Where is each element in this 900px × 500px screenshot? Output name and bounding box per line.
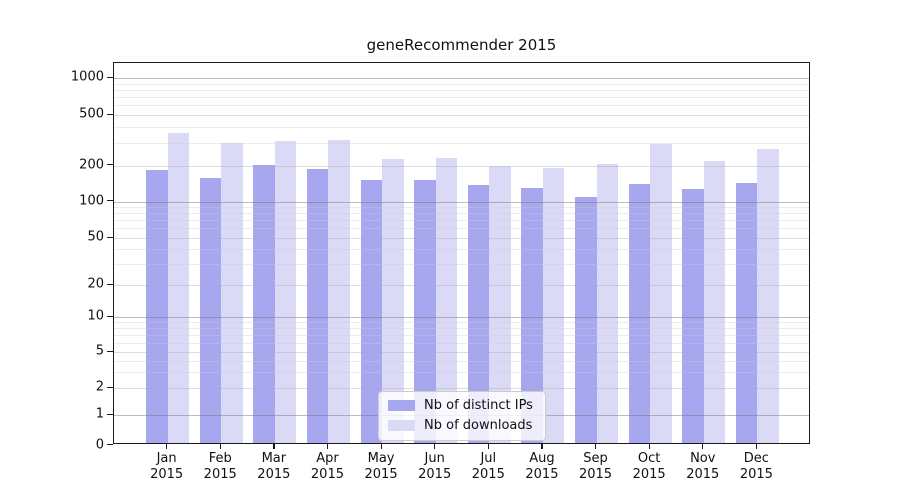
x-tick-mark (541, 444, 543, 449)
bar-downloads-aug (542, 168, 565, 443)
y-tick-mark (107, 164, 113, 166)
x-tick-label-nov: Nov 2015 (686, 451, 720, 482)
y-tick-mark (107, 444, 113, 446)
x-tick-label-dec: Dec 2015 (739, 451, 773, 482)
y-tick-label-10: 10 (87, 308, 104, 324)
y-tick-label-5: 5 (95, 343, 104, 359)
bar-downloads-jun (435, 157, 458, 443)
x-tick-label-jan: Jan 2015 (150, 451, 184, 482)
y-tick-label-50: 50 (87, 229, 104, 245)
x-tick-mark (166, 444, 168, 449)
bar-downloads-apr (328, 139, 350, 443)
y-tick-label-0: 0 (95, 437, 104, 452)
y-tick-mark (107, 200, 113, 202)
bar-distinct-ips-apr (306, 169, 329, 443)
x-tick-label-feb: Feb 2015 (203, 451, 237, 482)
x-tick-label-mar: Mar 2015 (257, 451, 291, 482)
y-tick-label-1000: 1000 (70, 69, 104, 85)
bar-distinct-ips-jun (414, 180, 436, 443)
legend-row-distinct-ips: Nb of distinct IPs (388, 398, 536, 413)
x-tick-mark (326, 444, 329, 449)
bar-downloads-may (382, 158, 404, 443)
x-tick-mark (487, 444, 489, 449)
bar-downloads-sep (596, 164, 619, 443)
y-tick-label-500: 500 (79, 106, 104, 122)
x-tick-mark (648, 444, 650, 449)
legend-swatch-downloads (388, 420, 415, 431)
bar-distinct-ips-oct (628, 183, 651, 443)
y-tick-label-2: 2 (95, 379, 104, 395)
bars-layer (114, 63, 809, 443)
y-tick-mark (107, 413, 113, 415)
y-tick-label-1: 1 (95, 406, 104, 422)
x-tick-label-may: May 2015 (364, 451, 398, 482)
bar-downloads-jul (489, 166, 511, 443)
bar-distinct-ips-jul (467, 185, 490, 443)
x-tick-label-jul: Jul 2015 (471, 451, 505, 482)
y-tick-label-20: 20 (87, 276, 104, 292)
chart-title: geneRecommender 2015 (366, 36, 557, 54)
bar-downloads-oct (650, 144, 672, 443)
x-tick-label-sep: Sep 2015 (578, 451, 613, 482)
legend-swatch-distinct-ips (388, 400, 415, 411)
x-tick-mark (273, 444, 275, 449)
x-tick-mark (434, 444, 436, 449)
y-tick-label-200: 200 (79, 157, 104, 172)
bar-distinct-ips-dec (735, 182, 758, 443)
x-tick-mark (595, 444, 597, 449)
y-tick-mark (107, 236, 113, 238)
bar-downloads-feb (221, 142, 243, 443)
x-tick-mark (380, 444, 382, 449)
legend-label-distinct-ips: Nb of distinct IPs (424, 398, 533, 413)
bar-downloads-nov (703, 161, 726, 443)
legend-row-downloads: Nb of downloads (388, 418, 536, 433)
bar-downloads-jan (167, 132, 190, 443)
y-tick-mark (107, 76, 113, 78)
x-tick-label-aug: Aug 2015 (525, 451, 559, 482)
bar-downloads-mar (274, 140, 297, 443)
bar-distinct-ips-aug (521, 187, 543, 443)
bar-distinct-ips-mar (253, 165, 275, 443)
bar-distinct-ips-jan (146, 170, 168, 443)
bar-distinct-ips-feb (199, 177, 222, 443)
x-tick-mark (702, 444, 704, 449)
y-tick-mark (107, 113, 113, 115)
y-tick-mark (107, 386, 113, 388)
bar-distinct-ips-may (360, 179, 383, 443)
y-tick-mark (107, 350, 113, 352)
x-tick-label-jun: Jun 2015 (418, 451, 452, 482)
plot-area (113, 62, 810, 444)
x-tick-label-apr: Apr 2015 (310, 451, 344, 482)
y-tick-label-100: 100 (79, 193, 104, 208)
bar-downloads-dec (757, 148, 779, 443)
legend-label-downloads: Nb of downloads (424, 418, 533, 433)
legend: Nb of distinct IPs Nb of downloads (378, 391, 546, 441)
y-tick-mark (107, 283, 113, 285)
x-tick-mark (219, 444, 221, 449)
x-tick-label-oct: Oct 2015 (632, 451, 666, 482)
bar-distinct-ips-sep (575, 197, 597, 443)
y-tick-mark (107, 315, 113, 317)
bar-distinct-ips-nov (682, 188, 704, 443)
x-tick-mark (755, 444, 758, 449)
